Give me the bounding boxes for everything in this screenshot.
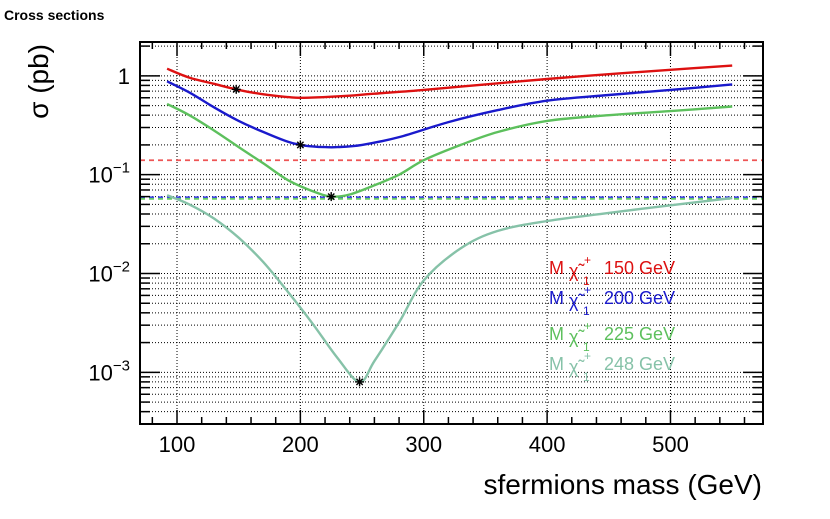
legend-mass-symbol: M xyxy=(549,324,564,344)
legend-charge-superscript: + xyxy=(584,349,591,363)
legend-charge-superscript: + xyxy=(584,319,591,333)
axis-ticks xyxy=(140,42,763,425)
legend-mass-symbol: M xyxy=(549,258,564,278)
y-tick-exponent: −3 xyxy=(113,357,130,374)
marker-stroke xyxy=(296,141,305,149)
marker-point xyxy=(355,377,365,387)
y-tick-label: 10−3 xyxy=(88,357,130,385)
pad-title: Cross sections xyxy=(4,7,105,23)
legend-index-subscript: 1 xyxy=(583,370,590,384)
y-tick-exponent: −2 xyxy=(113,258,130,275)
reference-lines xyxy=(140,159,763,200)
legend-value: 225 GeV xyxy=(604,324,675,344)
marker-stroke xyxy=(232,85,240,93)
y-tick-labels: 110−110−210−3 xyxy=(88,64,130,385)
legend-index-subscript: 1 xyxy=(583,274,590,288)
y-tick-label: 10−1 xyxy=(88,160,130,188)
x-tick-label: 100 xyxy=(159,432,196,457)
x-tick-label: 300 xyxy=(405,432,442,457)
x-axis-title: sfermions mass (GeV) xyxy=(484,469,763,500)
x-tick-label: 200 xyxy=(282,432,319,457)
marker-layer xyxy=(231,84,365,387)
legend-charge-superscript: + xyxy=(584,283,591,297)
legend-charge-superscript: + xyxy=(584,253,591,267)
legend-mass-symbol: M xyxy=(549,288,564,308)
legend-index-subscript: 1 xyxy=(583,304,590,318)
legend-mass-symbol: M xyxy=(549,354,564,374)
y-tick-label: 1 xyxy=(118,64,130,89)
legend-value: 150 GeV xyxy=(604,258,675,278)
legend-value: 248 GeV xyxy=(604,354,675,374)
marker-point xyxy=(295,140,305,150)
y-axis-title: σ (pb) xyxy=(23,44,54,119)
y-tick-base: 10 xyxy=(88,163,112,188)
y-tick-label: 10−2 xyxy=(88,258,130,286)
y-tick-base: 10 xyxy=(88,261,112,286)
x-tick-label: 400 xyxy=(529,432,566,457)
series-line xyxy=(166,194,733,384)
y-tick-base: 1 xyxy=(118,64,130,89)
series-line xyxy=(166,80,733,149)
x-tick-labels: 100 200 300 400 500 xyxy=(159,432,689,457)
series-line xyxy=(166,102,733,198)
marker-point xyxy=(231,84,241,94)
marker-point xyxy=(326,192,336,202)
legend-value: 200 GeV xyxy=(604,288,675,308)
marker-stroke xyxy=(355,378,364,386)
plot-frame xyxy=(139,41,764,425)
marker-stroke xyxy=(327,192,335,201)
y-tick-base: 10 xyxy=(88,360,112,385)
y-tick-exponent: −1 xyxy=(113,160,130,177)
series-line xyxy=(166,64,733,100)
series-layer xyxy=(166,64,733,384)
legend-index-subscript: 1 xyxy=(583,340,590,354)
x-tick-label: 500 xyxy=(652,432,689,457)
